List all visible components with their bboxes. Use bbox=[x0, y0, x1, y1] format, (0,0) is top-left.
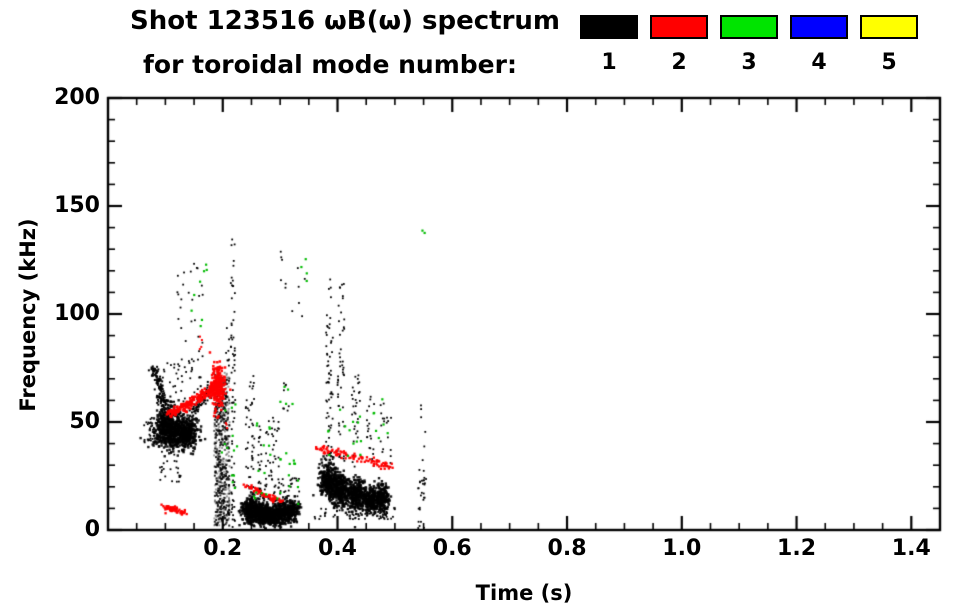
x-tick-label-0.6: 0.6 bbox=[432, 536, 472, 561]
x-axis-title: Time (s) bbox=[475, 581, 573, 605]
x-tick-label-0.8: 0.8 bbox=[547, 536, 587, 561]
x-tick-label-0.2: 0.2 bbox=[203, 536, 243, 561]
x-tick-label-1.2: 1.2 bbox=[777, 536, 817, 561]
y-axis-title: Frequency (kHz) bbox=[16, 218, 40, 412]
x-tick-label-1.0: 1.0 bbox=[662, 536, 702, 561]
x-tick-label-0.4: 0.4 bbox=[318, 536, 357, 561]
y-tick-label-100: 100 bbox=[54, 301, 100, 326]
y-tick-label-200: 200 bbox=[54, 85, 100, 110]
x-tick-label-1.4: 1.4 bbox=[891, 536, 931, 561]
y-tick-label-0: 0 bbox=[84, 517, 100, 542]
y-tick-label-50: 50 bbox=[69, 409, 100, 434]
y-tick-label-150: 150 bbox=[54, 193, 100, 218]
